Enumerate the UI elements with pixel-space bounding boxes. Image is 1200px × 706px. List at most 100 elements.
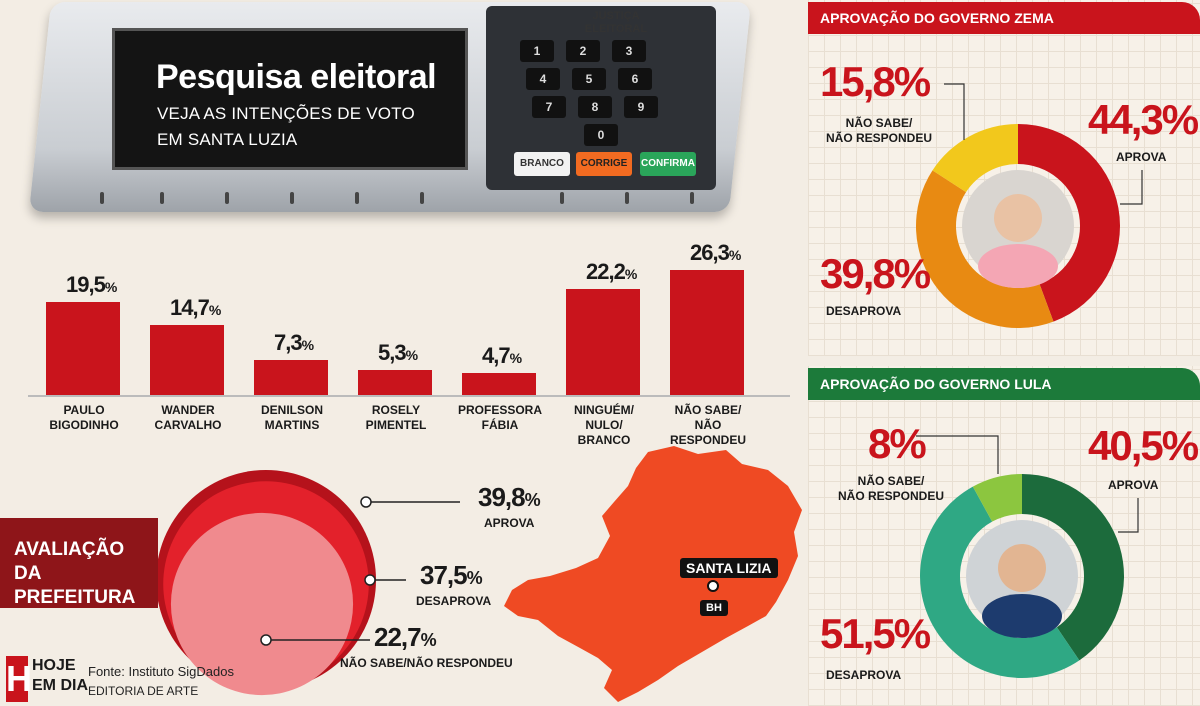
ballot-machine-keypad: JUSTIÇA ELEITORAL 1 2 3 4 5 6 7 8 9 0 BR… (486, 6, 716, 190)
bar-category-label: PROFESSORA FÁBIA (450, 403, 550, 433)
urna-slot (100, 192, 104, 204)
urna-key: 6 (618, 68, 652, 90)
bar-category-line: NÃO SABE/ (674, 403, 742, 417)
lula-panel-header: APROVAÇÃO DO GOVERNO LULA (808, 368, 1200, 400)
prefeitura-title-tag: AVALIAÇÃO DA PREFEITURA (0, 518, 158, 608)
prefeitura-pct: 37,5% (420, 560, 483, 591)
lula-nao-sabe-label-line: NÃO SABE/ (857, 474, 925, 488)
prefeitura-title-line1: AVALIAÇÃO DA (14, 539, 125, 584)
minas-gerais-shape (504, 446, 802, 702)
zema-nao-sabe-label: NÃO SABE/NÃO RESPONDEU (826, 116, 932, 146)
bar-category-line: MARTINS (264, 418, 320, 432)
bar-category-label: PAULO BIGODINHO (34, 403, 134, 433)
bar-value-unit: % (509, 349, 522, 366)
bar-value-label: 22,2% (586, 259, 637, 285)
bar-category-line: ROSELY (371, 403, 421, 417)
bar-category-label: NINGUÉM/NULO/BRANCO (554, 403, 654, 448)
urna-brand-line2: ELEITORAL (584, 23, 648, 35)
lula-aprova-label-line: APROVA (1108, 478, 1159, 492)
zema-aprova-label: APROVA (1116, 150, 1166, 165)
bar-value-unit: % (208, 302, 221, 319)
source-text: Fonte: Instituto SigDados (88, 664, 234, 679)
bar-value-unit: % (624, 266, 637, 283)
lula-nao-sabe-label-line: NÃO RESPONDEU (838, 489, 945, 503)
zema-aprova-pct: 44,3% (1088, 96, 1199, 143)
lula-nao-sabe-label: NÃO SABE/NÃO RESPONDEU (838, 474, 944, 504)
urna-confirma-key: CONFIRMA (640, 152, 696, 176)
bar-value-unit: % (104, 279, 117, 296)
bar-value-label: 19,5% (66, 272, 117, 298)
bar-category-line: BIGODINHO (49, 418, 119, 432)
bar-value-number: 19,5 (66, 272, 106, 298)
urna-key: 1 (520, 40, 554, 62)
ballot-machine-screen (112, 28, 468, 170)
prefeitura-pct-unit: % (420, 630, 437, 650)
leader-line (916, 435, 999, 474)
minas-gerais-map (504, 446, 802, 702)
urna-brand-line1: JUSTIÇA (592, 10, 640, 22)
zema-nao-sabe-label-line: NÃO RESPONDEU (826, 131, 933, 145)
lula-desaprova-label: DESAPROVA (826, 668, 901, 683)
bar-category-line: PROFESSORA (457, 403, 542, 417)
bubble-anchor-dot (260, 634, 272, 646)
bar (46, 302, 120, 395)
bar-value-unit: % (301, 337, 314, 354)
urna-key: 0 (584, 124, 618, 146)
urna-key: 5 (572, 68, 606, 90)
vote-intention-bar-chart: 19,5% PAULO BIGODINHO 14,7% WANDER CARVALHO 7,… (20, 240, 790, 470)
donut-slice (1022, 474, 1124, 661)
urna-key: 7 (532, 96, 566, 118)
bar-chart-baseline (28, 395, 790, 397)
urna-key: 8 (578, 96, 612, 118)
urna-slot (225, 192, 229, 204)
lula-approval-panel: APROVAÇÃO DO GOVERNO LULA 8% NÃO SABE/NÃO… (808, 366, 1200, 706)
zema-nao-sabe-label-line: NÃO SABE/ (845, 116, 913, 130)
urna-key: 3 (612, 40, 646, 62)
bar-value-label: 5,3% (378, 340, 418, 366)
zema-approval-panel: APROVAÇÃO DO GOVERNO ZEMA 15,8% NÃO SABE/… (808, 0, 1200, 356)
urna-slot (420, 192, 424, 204)
portrait-body (978, 244, 1058, 288)
bar-category-line: FÁBIA (481, 418, 519, 432)
santa-luzia-marker (707, 580, 719, 592)
bh-label: BH (700, 600, 728, 616)
bar (566, 289, 640, 395)
bar-value-number: 7,3 (274, 330, 303, 356)
hoje-em-dia-logo: H (6, 656, 32, 702)
portrait-face (994, 194, 1042, 242)
bar-category-line: NÃO RESPONDEU (669, 418, 746, 447)
urna-slot (690, 192, 694, 204)
prefeitura-pct-number: 37,5 (420, 560, 468, 590)
bar (254, 360, 328, 395)
donut-chart (916, 83, 1143, 328)
portrait-face (998, 544, 1046, 592)
donut-slice (972, 474, 1022, 522)
bar-category-line: DENILSON (260, 403, 323, 417)
urna-slot (625, 192, 629, 204)
hoje-em-dia-logo-text: HOJE EM DIA (32, 656, 88, 696)
leader-line (944, 83, 965, 140)
lula-nao-sabe-pct: 8% (868, 420, 927, 467)
urna-key: 9 (624, 96, 658, 118)
donut-slice (1018, 124, 1120, 322)
bar-category-label: ROSELY PIMENTEL (346, 403, 446, 433)
bar-category-label: DENILSON MARTINS (242, 403, 342, 433)
lula-aprova-pct: 40,5% (1088, 422, 1199, 469)
bubble-anchor-dot (360, 496, 372, 508)
editoria-text: EDITORIA DE ARTE (88, 684, 199, 698)
page-subtitle-line2: EM SANTA LUZIA (157, 130, 298, 149)
bar (358, 369, 432, 395)
bar-value-number: 4,7 (482, 342, 511, 368)
bar (462, 372, 536, 395)
prefeitura-category-label: DESAPROVA (416, 594, 492, 608)
bar-category-label: NÃO SABE/NÃO RESPONDEU (658, 403, 758, 448)
bar-category-line: PAULO (63, 403, 105, 417)
page-subtitle-line1: VEJA AS INTENÇÕES DE VOTO (157, 104, 415, 123)
lula-desaprova-pct: 51,5% (820, 610, 931, 657)
zema-desaprova-pct: 39,8% (820, 250, 931, 297)
bar-value-label: 26,3% (690, 240, 741, 266)
prefeitura-bubble-chart (156, 470, 376, 696)
santa-luzia-label: SANTA LIZIA (680, 558, 778, 578)
bar (670, 270, 744, 395)
zema-nao-sabe-pct: 15,8% (820, 58, 931, 105)
